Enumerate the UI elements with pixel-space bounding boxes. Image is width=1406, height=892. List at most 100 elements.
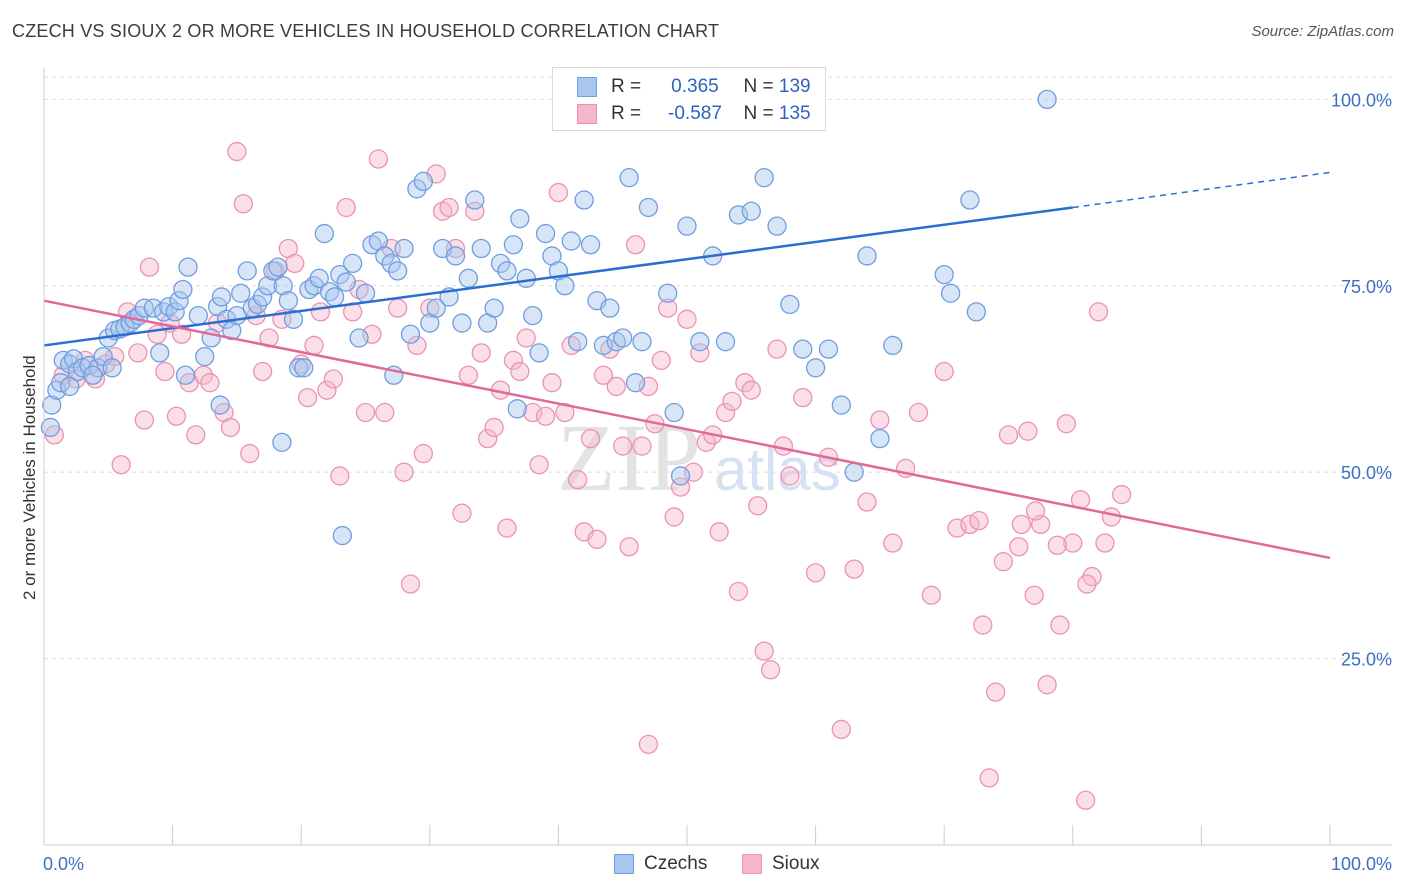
y-axis-label: 2 or more Vehicles in Household <box>20 355 39 600</box>
czech-point-108 <box>690 332 710 352</box>
sioux-point-107 <box>760 660 781 680</box>
sioux-r-value: -0.587 <box>668 103 722 124</box>
stats-legend: R = 0.365 N = 139 R = -0.587 N = 135 <box>552 67 826 131</box>
sioux-point-69 <box>516 328 536 348</box>
czech-point-22 <box>159 297 179 317</box>
czech-point-117 <box>793 339 813 359</box>
sioux-point-115 <box>844 559 864 579</box>
czech-point-74 <box>458 268 479 288</box>
czech-point-69 <box>426 298 446 318</box>
sioux-point-125 <box>973 615 993 635</box>
czech-point-118 <box>805 358 826 378</box>
czech-point-99 <box>619 168 639 188</box>
sioux-point-10 <box>134 410 154 430</box>
sioux-point-75 <box>555 402 575 423</box>
czech-point-0 <box>40 417 61 438</box>
czechs-n-value: 139 <box>778 76 811 97</box>
sioux-point-118 <box>883 533 903 553</box>
sioux-point-126 <box>985 682 1006 702</box>
sioux-point-148 <box>1047 535 1068 555</box>
sioux-point-136 <box>979 768 999 788</box>
czech-point-110 <box>715 332 736 352</box>
czech-point-80 <box>497 261 517 281</box>
czech-point-36 <box>237 261 257 281</box>
sioux-point-143 <box>1112 484 1132 505</box>
czech-point-54 <box>330 264 350 285</box>
sioux-point-68 <box>510 361 530 382</box>
sioux-point-53 <box>413 443 434 464</box>
czech-point-113 <box>741 201 761 221</box>
sioux-point-74 <box>548 182 569 203</box>
czech-point-136 <box>272 432 292 453</box>
bottom-legend-czechs: Czechs <box>614 853 707 875</box>
czech-point-83 <box>516 268 536 288</box>
czech-point-132 <box>175 365 196 385</box>
sioux-point-104 <box>741 380 761 400</box>
czech-point-138 <box>83 365 103 385</box>
sioux-point-81 <box>593 365 614 385</box>
sioux-point-93 <box>670 477 691 497</box>
czech-point-76 <box>471 238 491 259</box>
sioux-point-35 <box>297 387 318 408</box>
czech-point-126 <box>940 283 961 303</box>
sioux-point-36 <box>304 335 324 356</box>
sioux-point-63 <box>478 428 498 449</box>
sioux-point-132 <box>1063 533 1083 553</box>
sioux-point-116 <box>857 492 877 512</box>
czech-point-139 <box>507 399 527 419</box>
grid-layer: 25.0% 50.0% 75.0% 100.0% <box>44 76 1392 670</box>
czech-point-50 <box>309 268 329 288</box>
czech-point-51 <box>314 223 334 244</box>
czech-point-31 <box>211 287 232 307</box>
czech-point-27 <box>188 305 208 326</box>
czech-point-1 <box>42 395 62 415</box>
sioux-point-72 <box>535 406 556 426</box>
sioux-point-26 <box>240 443 260 464</box>
sioux-point-137 <box>1018 421 1038 441</box>
sioux-point-83 <box>606 376 626 397</box>
czech-point-28 <box>195 346 215 367</box>
sioux-point-59 <box>452 503 472 523</box>
sioux-point-37 <box>310 302 331 322</box>
czech-point-23 <box>165 302 185 322</box>
czech-point-35 <box>231 283 251 303</box>
sioux-point-105 <box>748 496 768 516</box>
sioux-point-40 <box>330 466 350 486</box>
sioux-point-57 <box>439 197 459 218</box>
czechs-r-label: R = <box>611 76 642 97</box>
x-tick-label-0: 0.0% <box>43 854 84 874</box>
sioux-point-131 <box>1050 615 1070 635</box>
czech-point-39 <box>252 287 273 307</box>
sioux-point-102 <box>728 581 749 602</box>
sioux-point-145 <box>993 552 1014 572</box>
sioux-point-51 <box>400 574 421 594</box>
watermark-zip: ZIP <box>557 404 701 511</box>
czech-point-40 <box>258 276 278 296</box>
sioux-point-50 <box>394 462 414 482</box>
sioux-point-117 <box>870 410 890 430</box>
y-tick-label-50: 50.0% <box>1341 463 1392 483</box>
sioux-point-130 <box>1037 675 1057 695</box>
czech-point-57 <box>349 328 369 348</box>
sioux-point-114 <box>831 719 851 740</box>
sioux-point-120 <box>908 402 929 423</box>
y-tick-label-75: 75.0% <box>1341 277 1392 297</box>
sioux-point-106 <box>754 641 774 661</box>
sioux-point-91 <box>658 298 678 318</box>
sioux-point-11 <box>139 257 160 277</box>
czech-point-65 <box>400 324 421 344</box>
czechs-legend-label: Czechs <box>644 853 708 874</box>
sioux-point-52 <box>407 335 427 356</box>
sioux-point-71 <box>529 455 549 475</box>
czech-point-121 <box>844 462 864 482</box>
sioux-point-92 <box>664 507 684 527</box>
czech-point-24 <box>169 291 189 311</box>
sioux-point-84 <box>613 436 633 456</box>
sioux-point-67 <box>503 350 524 370</box>
czech-point-116 <box>780 294 800 315</box>
sioux-point-62 <box>471 343 491 363</box>
czech-point-79 <box>490 253 511 274</box>
czech-point-137 <box>60 376 80 397</box>
czech-point-85 <box>529 343 549 363</box>
czech-point-107 <box>677 216 697 236</box>
